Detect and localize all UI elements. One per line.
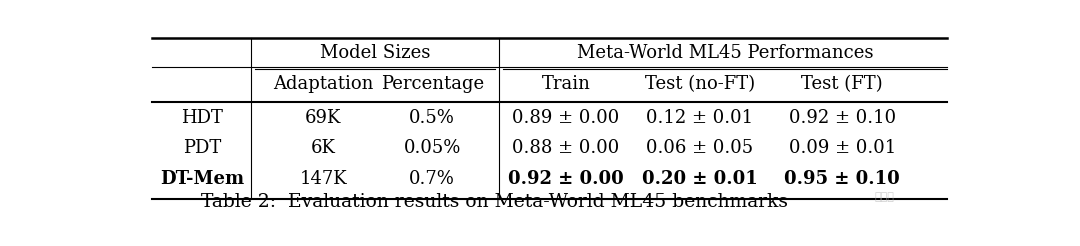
Text: 69K: 69K [306,108,341,127]
Text: Adaptation: Adaptation [273,76,374,93]
Text: Model Sizes: Model Sizes [320,44,430,62]
Text: 0.05%: 0.05% [404,139,461,157]
Text: HDT: HDT [181,108,222,127]
Text: 0.09 ± 0.01: 0.09 ± 0.01 [788,139,896,157]
Text: Meta-World ML45 Performances: Meta-World ML45 Performances [577,44,874,62]
Text: 量子位: 量子位 [874,192,894,202]
Text: 0.88 ± 0.00: 0.88 ± 0.00 [512,139,620,157]
Text: 147K: 147K [299,170,347,188]
Text: 0.92 ± 0.00: 0.92 ± 0.00 [509,170,624,188]
Text: DT-Mem: DT-Mem [160,170,244,188]
Text: 6K: 6K [311,139,336,157]
Text: 0.06 ± 0.05: 0.06 ± 0.05 [647,139,754,157]
Text: Train: Train [541,76,591,93]
Text: PDT: PDT [183,139,221,157]
Text: 0.92 ± 0.10: 0.92 ± 0.10 [788,108,895,127]
Text: 0.12 ± 0.01: 0.12 ± 0.01 [647,108,754,127]
Text: 0.95 ± 0.10: 0.95 ± 0.10 [784,170,900,188]
Text: Test (no-FT): Test (no-FT) [645,76,755,93]
Text: 0.5%: 0.5% [409,108,455,127]
Text: 0.20 ± 0.01: 0.20 ± 0.01 [643,170,758,188]
Text: 0.7%: 0.7% [409,170,455,188]
Text: Percentage: Percentage [380,76,484,93]
Text: 0.89 ± 0.00: 0.89 ± 0.00 [512,108,620,127]
Text: Table 2:  Evaluation results on Meta-World ML45 benchmarks: Table 2: Evaluation results on Meta-Worl… [201,193,788,211]
Text: Test (FT): Test (FT) [801,76,883,93]
